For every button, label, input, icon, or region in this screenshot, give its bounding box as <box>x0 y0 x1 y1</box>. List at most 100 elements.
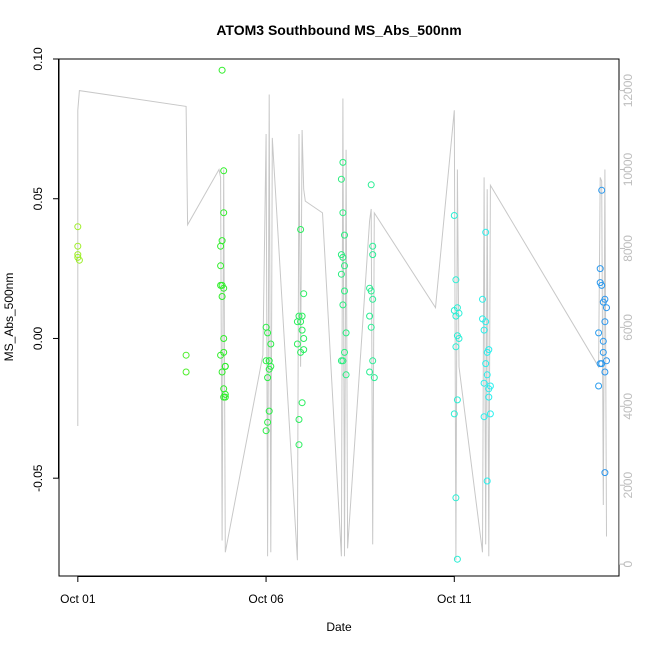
data-point <box>337 270 345 278</box>
data-point <box>453 555 461 563</box>
y-tick-label: 0.05 <box>31 187 45 211</box>
data-point <box>264 329 272 337</box>
data-point <box>339 253 347 261</box>
data-point <box>265 407 273 415</box>
data-point <box>342 371 350 379</box>
data-point <box>221 393 229 401</box>
data-point <box>453 396 461 404</box>
y-tick-label: 0.10 <box>31 47 45 71</box>
data-point <box>452 494 460 502</box>
data-point <box>595 382 603 390</box>
data-point <box>339 357 347 365</box>
data-point <box>74 242 82 250</box>
data-point <box>300 335 308 342</box>
y2-tick-label: 12000 <box>621 74 635 108</box>
data-point <box>599 337 607 345</box>
data-point <box>596 265 604 273</box>
data-point <box>218 293 226 300</box>
data-point <box>218 66 226 74</box>
data-point <box>367 287 375 295</box>
data-point <box>218 368 226 376</box>
data-point <box>264 374 272 382</box>
data-point <box>480 413 488 421</box>
x-tick-label: Oct 01 <box>60 592 96 606</box>
data-point <box>450 410 458 418</box>
data-point <box>295 416 303 423</box>
data-point <box>267 362 275 370</box>
data-point <box>300 290 308 298</box>
data-point <box>262 427 270 435</box>
data-point <box>341 231 348 239</box>
data-point <box>601 318 609 326</box>
data-point <box>366 368 374 376</box>
x-tick-label: Oct 11 <box>437 592 472 606</box>
data-point <box>75 256 83 264</box>
data-point <box>482 360 490 368</box>
data-point <box>298 312 306 320</box>
points-layer <box>74 66 610 563</box>
data-point <box>486 410 494 418</box>
data-point <box>337 175 345 183</box>
chart-title: ATOM3 Southbound MS_Abs_500nm <box>216 22 461 38</box>
data-point <box>483 477 491 485</box>
data-point <box>452 343 460 351</box>
data-point <box>297 226 305 233</box>
data-point <box>369 357 377 365</box>
data-point <box>267 340 275 348</box>
data-point <box>220 335 228 342</box>
data-point <box>369 251 377 259</box>
data-point <box>262 357 270 365</box>
y-tick-label: -0.05 <box>31 464 45 492</box>
data-point <box>220 348 228 356</box>
y2-tick-label: 2000 <box>621 472 635 499</box>
data-point <box>455 335 463 342</box>
data-point <box>367 323 375 331</box>
data-point <box>486 382 494 390</box>
data-point <box>482 228 490 236</box>
data-point <box>339 158 347 166</box>
data-point <box>341 287 348 295</box>
data-point <box>298 399 306 407</box>
data-point <box>342 329 350 337</box>
x-axis-label: Date <box>326 620 352 634</box>
data-point <box>366 312 374 320</box>
y2-line-layer <box>77 90 607 561</box>
data-point <box>480 326 488 334</box>
y2-tick-label: 10000 <box>621 152 635 186</box>
data-point <box>603 304 610 312</box>
data-point <box>601 368 609 376</box>
data-point <box>369 242 377 250</box>
data-point <box>220 209 228 217</box>
y-axis-label: MS_Abs_500nm <box>2 273 16 362</box>
data-point <box>339 301 347 309</box>
data-point <box>293 340 301 348</box>
data-point <box>479 295 486 303</box>
y2-tick-label: 0 <box>621 561 635 568</box>
data-point <box>217 262 225 270</box>
data-point <box>182 351 190 359</box>
data-point <box>452 276 460 284</box>
data-point <box>298 326 306 334</box>
series-line <box>77 90 607 561</box>
data-point <box>601 469 609 477</box>
data-point <box>599 348 607 356</box>
data-point <box>370 374 378 382</box>
y2-tick-label: 4000 <box>621 393 635 420</box>
data-point <box>601 295 609 303</box>
y2-tick-label: 8000 <box>621 235 635 262</box>
y-tick-label: 0.00 <box>31 326 45 350</box>
data-point <box>341 262 348 270</box>
data-point <box>450 212 458 219</box>
data-point <box>295 441 303 449</box>
data-point <box>221 390 229 398</box>
data-point <box>341 348 348 356</box>
data-point <box>220 167 228 175</box>
data-point <box>367 181 375 189</box>
data-point <box>182 368 190 376</box>
data-point <box>74 223 82 231</box>
data-point <box>485 393 493 401</box>
x-tick-label: Oct 06 <box>248 592 284 606</box>
data-point <box>300 346 308 354</box>
